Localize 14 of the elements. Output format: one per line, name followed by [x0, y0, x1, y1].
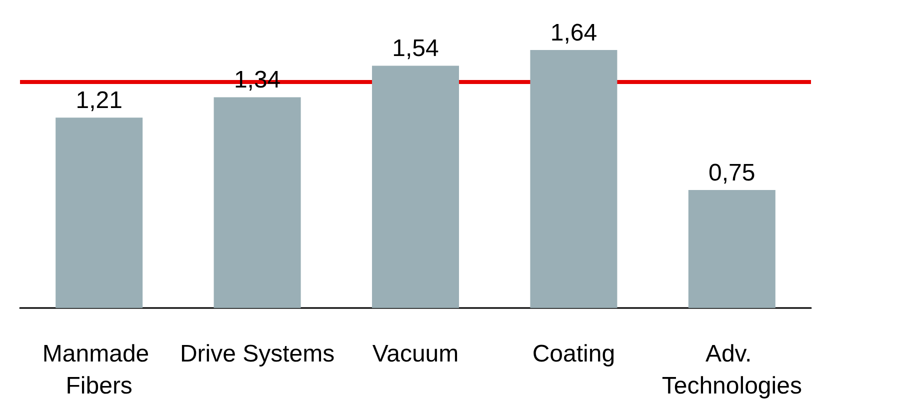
x-tick-label: Vacuum	[372, 340, 459, 368]
data-label: 1,54	[392, 35, 439, 62]
bar	[688, 190, 776, 308]
bar	[530, 50, 618, 308]
bar	[56, 118, 143, 308]
x-tick-label: Coating	[532, 340, 616, 368]
data-label: 0,75	[708, 160, 756, 187]
data-label: 1,64	[550, 20, 598, 46]
x-tick-label: Drive Systems	[180, 340, 335, 368]
x-tick-label: Manmade Fibers	[42, 340, 156, 400]
bar	[214, 97, 301, 308]
bar	[372, 66, 460, 308]
data-label: 1,21	[76, 87, 122, 114]
x-tick-label: Adv. Technologies	[662, 340, 802, 400]
